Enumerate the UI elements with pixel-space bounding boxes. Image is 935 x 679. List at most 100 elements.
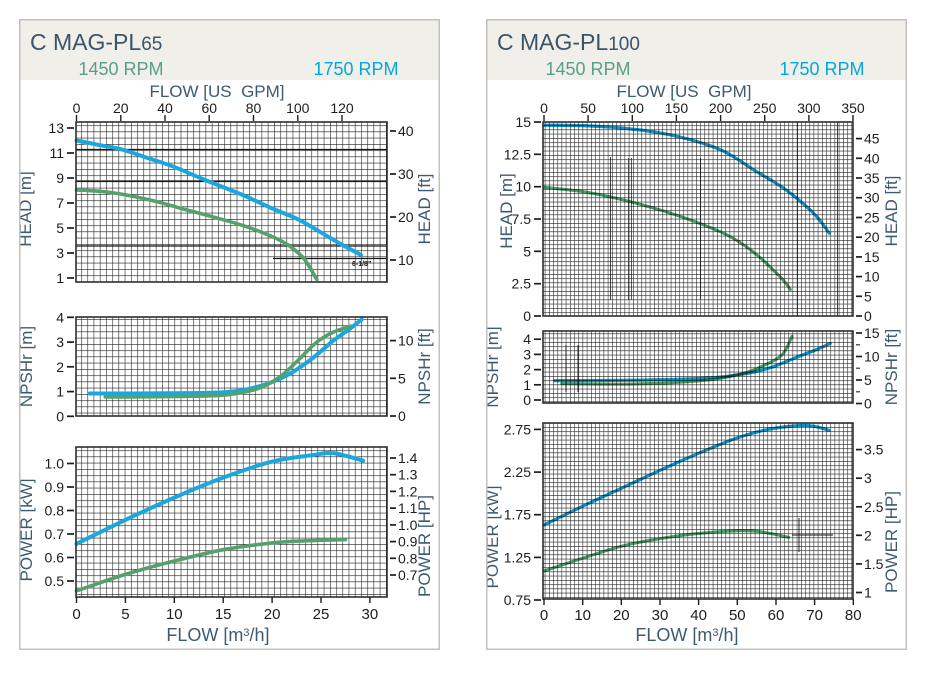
- svg-text:2: 2: [56, 359, 64, 375]
- svg-text:10: 10: [515, 179, 531, 195]
- svg-text:35: 35: [864, 170, 880, 186]
- svg-text:NPSHr [ft]: NPSHr [ft]: [415, 328, 434, 405]
- svg-text:200: 200: [709, 100, 733, 116]
- svg-text:1: 1: [523, 377, 531, 393]
- svg-text:150: 150: [665, 100, 689, 116]
- svg-text:1: 1: [56, 270, 64, 286]
- svg-text:30: 30: [864, 190, 880, 206]
- svg-text:HEAD [ft]: HEAD [ft]: [415, 174, 434, 245]
- svg-text:250: 250: [753, 100, 777, 116]
- svg-text:10: 10: [398, 333, 414, 349]
- svg-text:POWER [kW]: POWER [kW]: [19, 479, 36, 582]
- svg-text:80: 80: [246, 100, 262, 116]
- svg-text:2.5: 2.5: [864, 499, 884, 515]
- svg-text:0: 0: [864, 396, 872, 412]
- svg-text:3.5: 3.5: [864, 442, 884, 458]
- svg-text:45: 45: [864, 131, 880, 147]
- svg-text:NPSHr [ft]: NPSHr [ft]: [882, 329, 901, 406]
- svg-text:3: 3: [864, 470, 872, 486]
- svg-text:60: 60: [201, 100, 217, 116]
- svg-text:30: 30: [362, 606, 379, 623]
- svg-text:3: 3: [56, 334, 64, 350]
- svg-text:HEAD [m]: HEAD [m]: [497, 173, 516, 249]
- svg-text:1.5: 1.5: [864, 556, 884, 572]
- svg-text:40: 40: [690, 607, 707, 624]
- svg-text:1.25: 1.25: [504, 549, 531, 565]
- svg-text:10: 10: [398, 252, 414, 268]
- svg-text:POWER [HP]: POWER [HP]: [882, 491, 901, 593]
- svg-text:70: 70: [806, 607, 823, 624]
- svg-text:FLOW [US GPM]: FLOW [US GPM]: [149, 82, 284, 101]
- svg-text:50: 50: [729, 607, 746, 624]
- svg-text:2.5: 2.5: [512, 276, 532, 292]
- svg-text:4: 4: [56, 309, 64, 325]
- svg-text:1: 1: [56, 384, 64, 400]
- svg-text:5: 5: [864, 372, 872, 388]
- svg-text:11: 11: [49, 145, 64, 161]
- svg-text:350: 350: [841, 100, 865, 116]
- svg-text:0.5: 0.5: [45, 573, 65, 589]
- svg-text:1: 1: [864, 585, 872, 601]
- svg-text:3: 3: [56, 245, 64, 261]
- svg-text:5: 5: [398, 370, 406, 386]
- svg-text:0: 0: [398, 408, 406, 424]
- svg-text:20: 20: [613, 607, 630, 624]
- svg-text:NPSHr [m]: NPSHr [m]: [486, 326, 502, 407]
- svg-text:POWER [kW]: POWER [kW]: [486, 486, 502, 589]
- svg-text:FLOW [m3/h]: FLOW [m3/h]: [635, 625, 738, 645]
- svg-text:2: 2: [523, 362, 531, 378]
- svg-text:0.75: 0.75: [504, 592, 531, 608]
- svg-text:10: 10: [864, 269, 880, 285]
- svg-text:100: 100: [286, 100, 310, 116]
- svg-text:10: 10: [574, 607, 591, 624]
- svg-text:0: 0: [56, 408, 64, 424]
- svg-text:0.7: 0.7: [45, 526, 65, 542]
- svg-text:60: 60: [768, 607, 785, 624]
- svg-text:0: 0: [864, 308, 872, 324]
- svg-text:0.9: 0.9: [398, 534, 418, 550]
- svg-text:20: 20: [864, 229, 880, 245]
- svg-text:1.2: 1.2: [398, 483, 418, 499]
- svg-text:80: 80: [845, 607, 862, 624]
- svg-text:1.0: 1.0: [45, 456, 65, 472]
- svg-text:120: 120: [330, 100, 354, 116]
- svg-text:POWER [HP]: POWER [HP]: [415, 495, 434, 597]
- svg-text:1.3: 1.3: [398, 467, 418, 483]
- svg-text:1.1: 1.1: [398, 500, 418, 516]
- svg-text:0: 0: [540, 100, 548, 116]
- svg-text:1.0: 1.0: [398, 517, 418, 533]
- svg-text:0: 0: [72, 606, 80, 623]
- svg-text:0: 0: [73, 100, 81, 116]
- svg-text:6-1/8”: 6-1/8”: [352, 261, 371, 268]
- svg-text:HEAD [m]: HEAD [m]: [19, 171, 35, 247]
- svg-text:0.9: 0.9: [45, 479, 65, 495]
- svg-text:7.5: 7.5: [512, 211, 532, 227]
- svg-text:2.25: 2.25: [504, 464, 531, 480]
- svg-text:15: 15: [515, 114, 531, 130]
- svg-text:20: 20: [264, 606, 281, 623]
- svg-text:0.8: 0.8: [45, 503, 65, 519]
- svg-text:2.75: 2.75: [504, 421, 531, 437]
- svg-text:10: 10: [864, 349, 880, 365]
- svg-text:25: 25: [313, 606, 330, 623]
- svg-text:300: 300: [797, 100, 821, 116]
- svg-text:40: 40: [398, 123, 414, 139]
- svg-text:5: 5: [523, 243, 531, 259]
- svg-text:25: 25: [864, 209, 880, 225]
- svg-text:50: 50: [580, 100, 596, 116]
- svg-text:12.5: 12.5: [504, 146, 531, 162]
- svg-text:3: 3: [523, 346, 531, 362]
- svg-text:13: 13: [48, 120, 64, 136]
- svg-text:5: 5: [864, 288, 872, 304]
- svg-text:4: 4: [523, 331, 531, 347]
- svg-text:15: 15: [864, 249, 880, 265]
- svg-text:20: 20: [398, 209, 414, 225]
- svg-text:5: 5: [121, 606, 129, 623]
- svg-text:1.4: 1.4: [398, 450, 418, 466]
- svg-text:20: 20: [113, 100, 129, 116]
- svg-text:FLOW [m3/h]: FLOW [m3/h]: [166, 625, 269, 645]
- svg-text:100: 100: [621, 100, 645, 116]
- svg-text:5: 5: [56, 220, 64, 236]
- svg-text:10: 10: [166, 606, 183, 623]
- svg-text:0.8: 0.8: [398, 550, 418, 566]
